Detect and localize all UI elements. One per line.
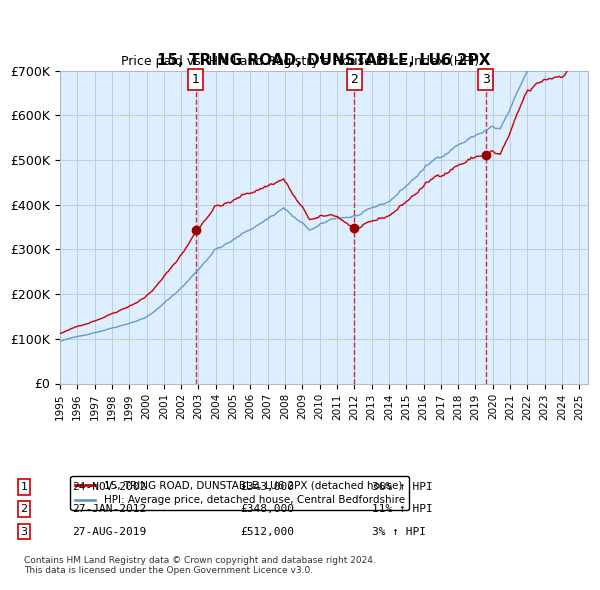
Text: £343,000: £343,000 <box>240 482 294 491</box>
Text: £348,000: £348,000 <box>240 504 294 514</box>
Text: 3: 3 <box>482 73 490 86</box>
Title: 15, TRING ROAD, DUNSTABLE, LU6 2PX: 15, TRING ROAD, DUNSTABLE, LU6 2PX <box>157 53 491 68</box>
Text: Price paid vs. HM Land Registry's House Price Index (HPI): Price paid vs. HM Land Registry's House … <box>121 55 479 68</box>
Text: 3% ↑ HPI: 3% ↑ HPI <box>372 527 426 536</box>
Text: 27-JAN-2012: 27-JAN-2012 <box>72 504 146 514</box>
Text: 11% ↑ HPI: 11% ↑ HPI <box>372 504 433 514</box>
Text: 1: 1 <box>20 482 28 491</box>
Legend: 15, TRING ROAD, DUNSTABLE, LU6 2PX (detached house), HPI: Average price, detache: 15, TRING ROAD, DUNSTABLE, LU6 2PX (deta… <box>70 476 409 510</box>
Text: 2: 2 <box>350 73 358 86</box>
Text: 3: 3 <box>20 527 28 536</box>
Text: 1: 1 <box>191 73 200 86</box>
Text: 24-NOV-2002: 24-NOV-2002 <box>72 482 146 491</box>
Text: 2: 2 <box>20 504 28 514</box>
Text: Contains HM Land Registry data © Crown copyright and database right 2024.
This d: Contains HM Land Registry data © Crown c… <box>24 556 376 575</box>
Text: 27-AUG-2019: 27-AUG-2019 <box>72 527 146 536</box>
Text: 36% ↑ HPI: 36% ↑ HPI <box>372 482 433 491</box>
Text: £512,000: £512,000 <box>240 527 294 536</box>
